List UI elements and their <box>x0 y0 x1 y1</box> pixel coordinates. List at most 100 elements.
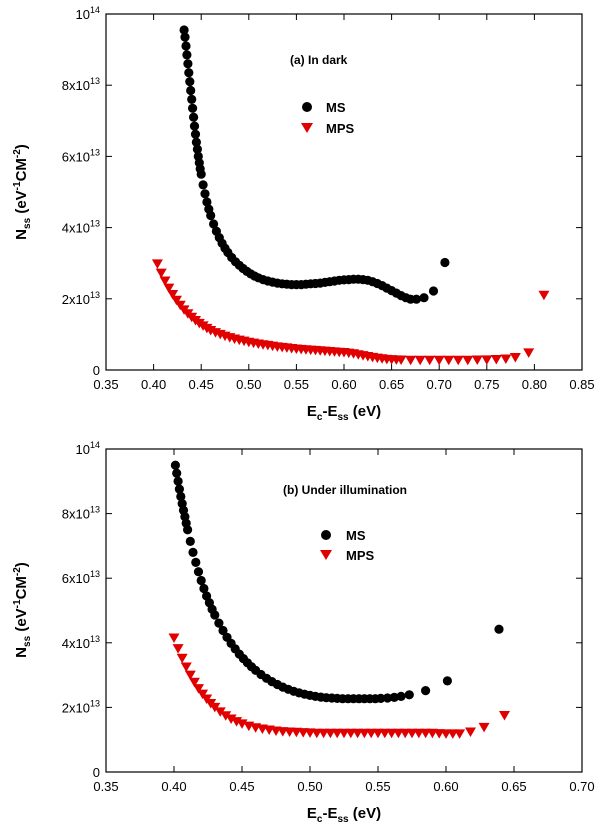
data-point-ms <box>404 690 414 700</box>
data-point-mps <box>170 295 182 306</box>
x-tick-label: 0.45 <box>189 377 214 392</box>
y-tick-label: 6x1013 <box>62 147 100 164</box>
legend: MS MPS <box>301 100 355 136</box>
y-tick-label: 2x1013 <box>62 698 100 715</box>
legend-label-ms: MS <box>346 528 366 543</box>
data-point-ms <box>196 169 206 179</box>
data-point-ms <box>172 468 182 478</box>
x-tick-label: 0.70 <box>427 377 452 392</box>
x-tick-label: 0.80 <box>522 377 547 392</box>
data-point-ms <box>192 144 202 154</box>
y-tick-label: 8x1013 <box>62 505 100 522</box>
x-axis-label: Ec-Ess (eV) <box>307 403 381 423</box>
x-tick-label: 0.40 <box>141 377 166 392</box>
y-tick-label: 0 <box>93 363 100 378</box>
chart-panel-a: 0.35 0.40 0.45 0.50 0.55 0.60 0.65 0.70 0.75 0.80… <box>12 5 595 423</box>
data-point-ms <box>442 676 452 686</box>
y-tick-label: 1014 <box>76 440 100 457</box>
data-point-ms <box>191 137 201 147</box>
data-point-mps <box>155 268 167 279</box>
data-point-ms <box>193 567 204 577</box>
data-point-ms <box>196 575 206 586</box>
x-tick-label: 0.65 <box>501 779 526 794</box>
data-point-ms <box>494 624 504 634</box>
data-point-mps <box>220 711 232 721</box>
data-point-mps <box>172 644 184 654</box>
x-tick-label: 0.75 <box>474 377 499 392</box>
data-point-mps <box>168 633 180 643</box>
x-tick-label: 0.45 <box>229 779 254 794</box>
data-point-ms <box>210 610 220 620</box>
data-point-ms <box>198 180 208 190</box>
data-point-ms <box>382 693 393 703</box>
data-point-ms <box>190 129 201 139</box>
data-point-ms <box>189 112 199 122</box>
x-tick-label: 0.50 <box>297 779 322 794</box>
chart-panel-b: 0.35 0.40 0.45 0.50 0.55 0.60 0.65 0.70 0 2x1013… <box>12 440 595 825</box>
data-point-ms <box>173 476 183 486</box>
x-tick-label: 0.50 <box>236 377 261 392</box>
data-point-ms <box>421 686 431 696</box>
data-point-ms <box>389 692 399 703</box>
data-point-ms <box>176 491 186 502</box>
data-point-ms <box>189 121 200 131</box>
legend-marker-mps <box>301 123 313 133</box>
data-point-mps <box>452 355 464 366</box>
y-tick-label: 8x1013 <box>62 76 100 93</box>
data-point-ms <box>180 32 190 42</box>
y-tick-label: 2x1013 <box>62 290 100 307</box>
x-tick-label: 0.85 <box>569 377 594 392</box>
data-point-mps <box>176 653 188 664</box>
x-axis-ticks: 0.35 0.40 0.45 0.50 0.55 0.60 0.65 0.70 <box>93 449 595 794</box>
data-point-ms <box>191 557 201 568</box>
panel-annotation: (b) Under illumination <box>283 483 407 497</box>
y-axis-ticks: 0 2x1013 4x1013 6x1013 8x1013 1014 <box>62 440 582 780</box>
y-tick-label: 4x1013 <box>62 219 100 236</box>
y-tick-label: 1014 <box>76 5 100 22</box>
data-point-ms <box>177 499 187 509</box>
data-point-mps <box>225 714 237 725</box>
legend-label-mps: MPS <box>346 548 375 563</box>
x-tick-label: 0.55 <box>365 779 390 794</box>
plot-frame <box>105 13 583 371</box>
y-axis-label: Nss (eV-1CM-2) <box>12 562 33 658</box>
legend-label-mps: MPS <box>326 121 355 136</box>
data-point-mps <box>151 259 163 269</box>
data-point-ms <box>396 691 406 702</box>
data-point-mps <box>454 729 466 739</box>
data-point-ms <box>202 197 212 207</box>
data-point-mps <box>490 354 502 365</box>
data-point-mps <box>167 290 179 300</box>
y-tick-label: 0 <box>93 765 100 780</box>
x-tick-label: 0.70 <box>569 779 594 794</box>
x-tick-label: 0.35 <box>93 779 118 794</box>
data-point-ms <box>181 41 191 51</box>
y-tick-label: 4x1013 <box>62 634 100 651</box>
data-point-mps <box>538 290 550 301</box>
data-point-mps <box>462 355 474 366</box>
data-point-ms <box>209 219 219 229</box>
data-point-ms <box>185 77 195 87</box>
data-point-mps <box>478 722 490 733</box>
data-point-mps <box>464 727 476 737</box>
data-point-ms <box>206 210 216 221</box>
x-tick-label: 0.55 <box>284 377 309 392</box>
y-axis-ticks: 0 2x1013 4x1013 6x1013 8x1013 1014 <box>62 5 582 378</box>
x-axis-ticks: 0.35 0.40 0.45 0.50 0.55 0.60 0.65 0.70 0.75 0.80… <box>93 14 595 392</box>
legend: MS MPS <box>320 528 375 563</box>
data-point-mps <box>471 355 483 366</box>
data-point-ms <box>200 189 210 199</box>
data-point-mps <box>523 348 535 358</box>
data-point-ms <box>174 484 184 494</box>
data-point-mps <box>509 353 521 363</box>
data-point-ms <box>218 625 228 636</box>
data-point-mps <box>214 707 226 717</box>
legend-label-ms: MS <box>326 100 346 115</box>
data-point-ms <box>419 293 429 303</box>
data-point-mps <box>197 689 209 700</box>
data-point-ms <box>183 59 193 69</box>
data-point-ms <box>376 693 386 704</box>
data-point-mps <box>192 684 204 694</box>
data-point-mps <box>188 677 200 688</box>
